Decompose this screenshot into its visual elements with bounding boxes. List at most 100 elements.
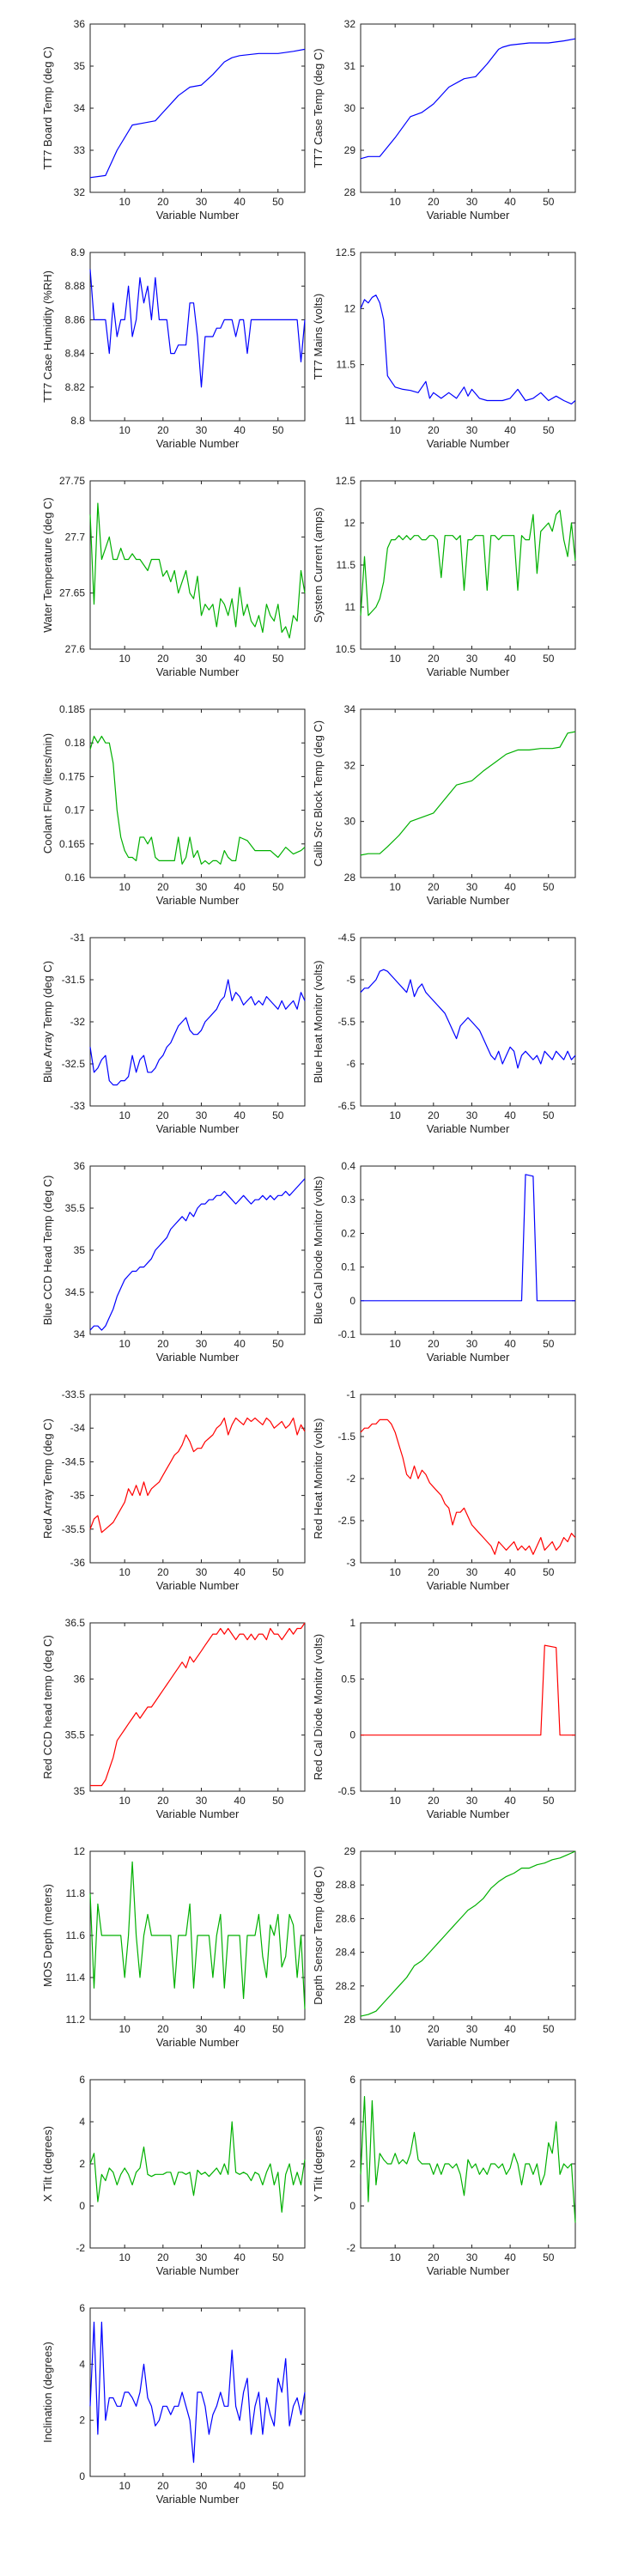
x-tick-label: 10 (118, 1109, 131, 1121)
x-tick-label: 40 (234, 1338, 246, 1350)
y-axis-label: Red CCD head temp (deg C) (41, 1635, 54, 1779)
y-tick-label: 0 (349, 2200, 355, 2212)
y-tick-label: 4 (79, 2358, 85, 2370)
y-tick-label: 29 (344, 1845, 356, 1857)
y-tick-label: -35 (70, 1490, 86, 1502)
x-tick-label: 10 (118, 1795, 131, 1807)
x-axis-label: Variable Number (156, 1122, 240, 1135)
x-tick-label: 30 (466, 1338, 478, 1350)
plot-frame (360, 480, 576, 650)
x-axis-label: Variable Number (427, 1122, 510, 1135)
x-tick-label: 40 (504, 1795, 516, 1807)
x-tick-label: 10 (118, 424, 131, 436)
y-tick-label: 12 (344, 517, 356, 529)
y-axis-label: Blue Heat Monitor (volts) (312, 960, 325, 1083)
x-axis-label: Variable Number (156, 209, 240, 222)
x-axis-label: Variable Number (427, 209, 510, 222)
chart-panel: 10 20 30 40 50 -0.5 0 0.5 1 Variable Number Red Ca… (312, 1617, 576, 1820)
y-tick-label: 0.16 (65, 872, 86, 884)
plot-frame (89, 2079, 306, 2249)
x-tick-label: 50 (543, 1338, 555, 1350)
y-tick-label: -0.1 (337, 1328, 355, 1340)
y-tick-label: 8.84 (65, 348, 86, 360)
x-axis-label: Variable Number (156, 1351, 240, 1364)
x-tick-label: 40 (504, 2251, 516, 2263)
y-tick-label: -31.5 (62, 974, 86, 986)
x-tick-label: 50 (272, 424, 284, 436)
y-tick-label: 0 (79, 2200, 85, 2212)
x-tick-label: 20 (428, 196, 440, 208)
y-axis-label: Calib Src Block Temp (deg C) (312, 720, 325, 866)
y-tick-label: 35.5 (65, 1729, 86, 1741)
x-tick-label: 50 (272, 1109, 284, 1121)
x-tick-label: 50 (543, 2251, 555, 2263)
chart-panel: 10 20 30 40 50 11.2 11.4 11.6 11.8 12 Variable Num… (41, 1845, 306, 2049)
y-tick-label: 8.9 (70, 246, 85, 258)
x-tick-label: 10 (118, 2251, 131, 2263)
plot-frame (360, 252, 576, 422)
x-tick-label: 20 (157, 424, 169, 436)
y-tick-label: -5 (346, 974, 355, 986)
y-tick-label: 0.18 (65, 737, 86, 749)
y-axis-label: X Tilt (degrees) (41, 2126, 54, 2202)
y-tick-label: 12.5 (336, 475, 356, 487)
y-axis-label: Water Temperature (deg C) (41, 497, 54, 633)
x-tick-label: 30 (466, 1566, 478, 1578)
y-tick-label: 12.5 (336, 246, 356, 258)
x-tick-label: 40 (504, 1566, 516, 1578)
x-tick-label: 40 (234, 653, 246, 665)
y-axis-label: TT7 Board Temp (deg C) (41, 46, 54, 170)
y-tick-label: 4 (349, 2116, 355, 2128)
x-tick-label: 30 (196, 1338, 208, 1350)
series-line (89, 979, 306, 1086)
x-tick-label: 30 (466, 653, 478, 665)
x-tick-label: 50 (272, 1338, 284, 1350)
chart-panel: 10 20 30 40 50 34 34.5 35 35.5 36 Variable Number B… (41, 1160, 306, 1364)
y-tick-label: 0.165 (59, 838, 85, 850)
x-tick-label: 50 (272, 1795, 284, 1807)
x-axis-label: Variable Number (156, 665, 240, 678)
series-line (89, 269, 306, 388)
series-line (89, 735, 306, 865)
y-tick-label: 34 (344, 703, 356, 715)
chart-panel: 10 20 30 40 50 32 33 34 35 36 Variable Number TT7 B… (41, 18, 306, 222)
x-tick-label: 50 (272, 2251, 284, 2263)
y-tick-label: 6 (349, 2074, 355, 2086)
y-tick-label: 0 (79, 2470, 85, 2482)
chart-panel: 10 20 30 40 50 10.5 11 11.5 12 12.5 Variable Numbe… (312, 475, 576, 678)
y-tick-label: 11.6 (66, 1929, 86, 1941)
y-tick-label: -2 (346, 2242, 355, 2254)
series-line (89, 2321, 306, 2464)
y-tick-label: -2 (76, 2242, 85, 2254)
plot-frame (89, 1394, 306, 1564)
y-axis-label: Red Array Temp (deg C) (41, 1419, 54, 1539)
y-tick-label: 0.2 (341, 1227, 355, 1239)
x-axis-label: Variable Number (156, 2036, 240, 2049)
x-tick-label: 50 (272, 1566, 284, 1578)
x-tick-label: 10 (389, 1795, 401, 1807)
x-tick-label: 50 (272, 2480, 284, 2492)
x-tick-label: 30 (196, 653, 208, 665)
y-tick-label: 0.5 (341, 1673, 355, 1685)
plot-frame (89, 1622, 306, 1792)
y-tick-label: 8.8 (70, 415, 85, 427)
y-axis-label: Inclination (degrees) (41, 2342, 54, 2443)
y-tick-label: 35 (74, 60, 86, 72)
plot-frame (360, 23, 576, 193)
x-tick-label: 40 (504, 881, 516, 893)
y-tick-label: -2 (346, 1473, 355, 1485)
y-tick-label: 0.175 (59, 770, 85, 782)
x-tick-label: 10 (118, 881, 131, 893)
y-axis-label: TT7 Case Humidity (%RH) (41, 270, 54, 403)
y-tick-label: 11.4 (66, 1971, 86, 1984)
plot-frame (89, 23, 306, 193)
x-tick-label: 20 (157, 1566, 169, 1578)
chart-panel: 10 20 30 40 50 -0.1 0 0.1 0.2 0.3 0.4 Variable Numb… (312, 1160, 576, 1364)
y-tick-label: 28 (344, 872, 356, 884)
x-tick-label: 50 (543, 1795, 555, 1807)
x-tick-label: 50 (272, 2023, 284, 2035)
x-tick-label: 10 (118, 1338, 131, 1350)
y-tick-label: 28 (344, 2014, 356, 2026)
y-tick-label: -2.5 (337, 1515, 355, 1527)
x-tick-label: 20 (428, 653, 440, 665)
